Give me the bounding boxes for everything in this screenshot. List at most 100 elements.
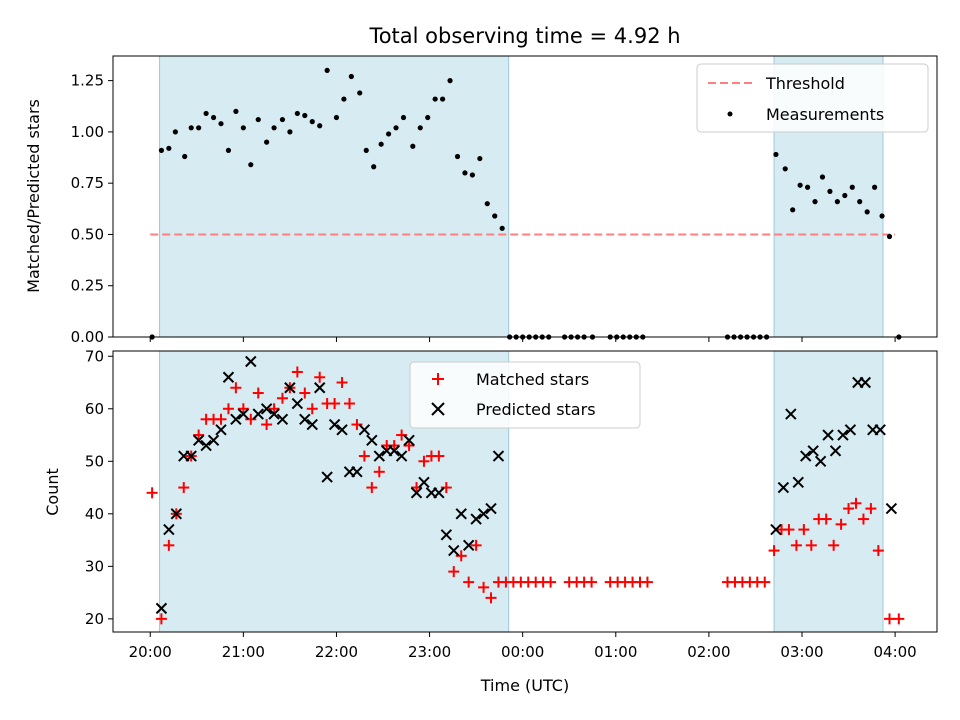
count-panel: 20 30 40 50 60 70 20:00 21:00 22:00 23:00 00:00 01:… xyxy=(43,347,938,695)
measurement-point xyxy=(879,213,885,219)
ratio-y-tick-label: 1.00 xyxy=(71,123,104,141)
predicted-star-point xyxy=(403,434,415,446)
predicted-star-point xyxy=(822,429,834,441)
ratio-y-axis-label: Matched/Predicted stars xyxy=(24,99,43,293)
matched-star-point xyxy=(820,513,832,525)
matched-star-point xyxy=(396,429,408,441)
x-tick-label: 03:00 xyxy=(780,643,823,661)
predicted-star-point xyxy=(230,413,242,425)
measurement-point xyxy=(255,116,261,123)
matched-star-point xyxy=(268,403,280,415)
matched-star-point xyxy=(245,413,257,425)
matched-star-point xyxy=(329,398,341,410)
measurement-point xyxy=(857,199,863,205)
predicted-star-point xyxy=(455,508,467,520)
count-axis-ticks: 20 30 40 50 60 70 20:00 21:00 22:00 23:00 00:00 01:… xyxy=(85,347,917,661)
predicted-star-point xyxy=(185,450,197,462)
measurement-point xyxy=(166,145,172,151)
measurement-point xyxy=(410,143,416,149)
measurement-point xyxy=(492,213,498,219)
predicted-star-point xyxy=(328,418,341,431)
x-axis-label: Time (UTC) xyxy=(480,676,569,695)
measurement-point xyxy=(886,233,893,240)
measurement-point xyxy=(225,147,232,153)
predicted-star-point xyxy=(276,413,289,425)
measurement-point xyxy=(499,225,505,231)
matched-star-point xyxy=(478,581,490,593)
matched-star-point xyxy=(299,387,311,399)
measurement-point xyxy=(218,121,224,127)
predicted-star-point xyxy=(492,450,505,462)
predicted-star-point xyxy=(163,523,175,536)
predicted-star-point xyxy=(237,408,250,420)
measurement-point xyxy=(172,129,178,135)
measurement-point xyxy=(400,114,407,121)
measurement-point xyxy=(425,114,431,121)
matched-star-point xyxy=(314,371,326,383)
measurement-point xyxy=(773,151,779,158)
predicted-star-point xyxy=(807,445,819,457)
matched-star-point xyxy=(850,497,862,509)
matched-star-point xyxy=(872,545,884,557)
measurement-point xyxy=(872,184,878,190)
predicted-legend-label: Predicted stars xyxy=(476,400,596,419)
ratio-axes-frame xyxy=(112,55,938,338)
measurement-point xyxy=(797,182,803,188)
matched-star-point xyxy=(857,513,869,525)
measurement-point xyxy=(158,147,165,153)
measurement-point xyxy=(432,96,438,102)
measurement-point xyxy=(309,119,315,125)
measurement-point xyxy=(864,209,870,215)
predicted-star-point xyxy=(284,382,296,394)
measurement-point xyxy=(454,153,461,160)
matched-star-point xyxy=(843,503,855,515)
x-tick-label: 21:00 xyxy=(222,643,265,661)
count-y-tick-label: 20 xyxy=(85,610,104,628)
count-legend: Matched stars Predicted stars xyxy=(409,361,641,429)
measurements-legend-marker xyxy=(727,111,733,117)
predicted-star-point xyxy=(859,376,872,389)
predicted-star-point xyxy=(245,355,257,368)
measurement-point xyxy=(812,199,818,205)
measurement-point xyxy=(302,112,308,119)
matched-star-point xyxy=(237,403,249,415)
matched-star-point xyxy=(261,419,273,431)
ratio-y-tick-label: 0.00 xyxy=(71,328,104,346)
predicted-star-point xyxy=(291,397,304,410)
matched-star-point xyxy=(336,377,348,389)
matched-star-point xyxy=(455,550,467,562)
measurement-point xyxy=(827,188,833,194)
predicted-star-point xyxy=(366,434,378,446)
measurement-point xyxy=(287,129,293,135)
x-tick-label: 01:00 xyxy=(594,643,637,661)
matched-star-point xyxy=(641,576,653,588)
count-y-tick-label: 60 xyxy=(85,400,104,418)
predicted-star-point xyxy=(418,476,430,489)
matched-star-point xyxy=(448,566,460,578)
matched-star-point xyxy=(586,576,598,588)
count-y-tick-label: 30 xyxy=(85,557,104,575)
matched-star-point xyxy=(276,392,288,404)
predicted-star-point xyxy=(306,418,318,431)
measurement-point xyxy=(484,201,490,207)
predicted-star-point xyxy=(814,455,827,468)
matched-star-point xyxy=(366,482,378,494)
predicted-star-point xyxy=(885,502,898,515)
count-axes-frame xyxy=(112,350,938,633)
matched-star-point xyxy=(418,455,430,467)
predicted-star-point xyxy=(336,424,348,436)
count-y-axis-label: Count xyxy=(43,468,62,516)
x-tick-label: 04:00 xyxy=(873,643,916,661)
measurement-point xyxy=(363,147,369,153)
predicted-star-point xyxy=(829,445,842,457)
predicted-star-point xyxy=(433,487,445,499)
predicted-star-point xyxy=(462,539,475,552)
matched-star-point xyxy=(163,539,175,551)
predicted-star-point xyxy=(448,544,460,557)
ratio-legend: Threshold Measurements xyxy=(696,63,929,133)
matched-star-point xyxy=(146,487,158,499)
predicted-star-point xyxy=(470,513,482,525)
x-tick-label: 02:00 xyxy=(687,643,730,661)
predicted-star-point xyxy=(440,529,453,541)
